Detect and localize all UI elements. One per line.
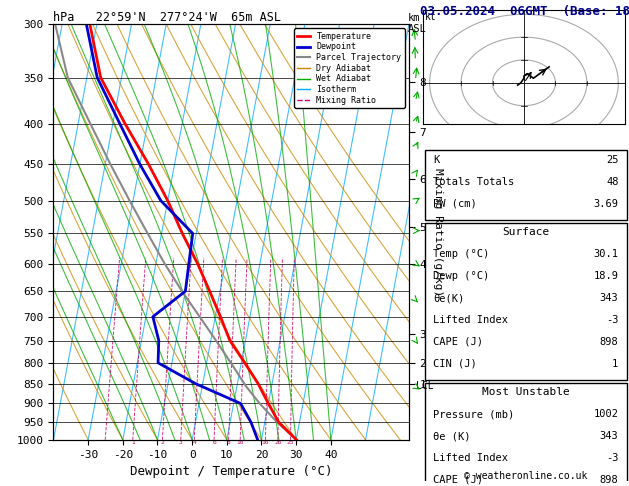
Text: Pressure (mb): Pressure (mb)	[433, 409, 515, 419]
Legend: Temperature, Dewpoint, Parcel Trajectory, Dry Adiabat, Wet Adiabat, Isotherm, Mi: Temperature, Dewpoint, Parcel Trajectory…	[294, 29, 404, 108]
Text: 343: 343	[599, 431, 618, 441]
Text: PW (cm): PW (cm)	[433, 199, 477, 208]
Text: 30.1: 30.1	[594, 249, 618, 259]
Text: 25: 25	[287, 440, 294, 445]
Text: km: km	[408, 13, 421, 23]
Y-axis label: Mixing Ratio (g/kg): Mixing Ratio (g/kg)	[433, 168, 443, 296]
Text: 8: 8	[226, 440, 230, 445]
Text: CIN (J): CIN (J)	[433, 359, 477, 369]
Text: 4: 4	[192, 440, 196, 445]
X-axis label: Dewpoint / Temperature (°C): Dewpoint / Temperature (°C)	[130, 465, 332, 478]
Text: LCL: LCL	[416, 381, 433, 391]
Text: 03.05.2024  06GMT  (Base: 18): 03.05.2024 06GMT (Base: 18)	[420, 5, 629, 18]
Text: © weatheronline.co.uk: © weatheronline.co.uk	[464, 471, 587, 481]
Text: ASL: ASL	[408, 24, 427, 35]
Text: θe (K): θe (K)	[433, 431, 470, 441]
Text: 1002: 1002	[594, 409, 618, 419]
Text: 18.9: 18.9	[594, 271, 618, 281]
Text: -3: -3	[606, 453, 618, 463]
Text: 1: 1	[612, 359, 618, 369]
Bar	[425, 382, 627, 486]
Text: CAPE (J): CAPE (J)	[433, 337, 483, 347]
Text: 898: 898	[599, 337, 618, 347]
Text: 3.69: 3.69	[594, 199, 618, 208]
Text: 898: 898	[599, 475, 618, 485]
Text: Temp (°C): Temp (°C)	[433, 249, 489, 259]
Bar	[425, 223, 627, 380]
Text: Dewp (°C): Dewp (°C)	[433, 271, 489, 281]
Text: -3: -3	[606, 315, 618, 325]
Text: 1: 1	[131, 440, 135, 445]
Text: CAPE (J): CAPE (J)	[433, 475, 483, 485]
Text: Totals Totals: Totals Totals	[433, 177, 515, 187]
Text: hPa   22°59'N  277°24'W  65m ASL: hPa 22°59'N 277°24'W 65m ASL	[53, 11, 281, 24]
Text: 3: 3	[179, 440, 182, 445]
Text: K: K	[433, 155, 439, 165]
Text: Most Unstable: Most Unstable	[482, 387, 570, 398]
Text: Lifted Index: Lifted Index	[433, 453, 508, 463]
Text: kt: kt	[425, 12, 437, 22]
Text: 10: 10	[237, 440, 244, 445]
Text: 20: 20	[274, 440, 282, 445]
Text: Lifted Index: Lifted Index	[433, 315, 508, 325]
Text: 16: 16	[262, 440, 269, 445]
Text: 2: 2	[160, 440, 164, 445]
Bar	[425, 150, 627, 220]
Text: Surface: Surface	[502, 227, 549, 237]
Text: 343: 343	[599, 293, 618, 303]
Text: 48: 48	[606, 177, 618, 187]
Text: 25: 25	[606, 155, 618, 165]
Text: θe(K): θe(K)	[433, 293, 464, 303]
Text: 6: 6	[212, 440, 216, 445]
